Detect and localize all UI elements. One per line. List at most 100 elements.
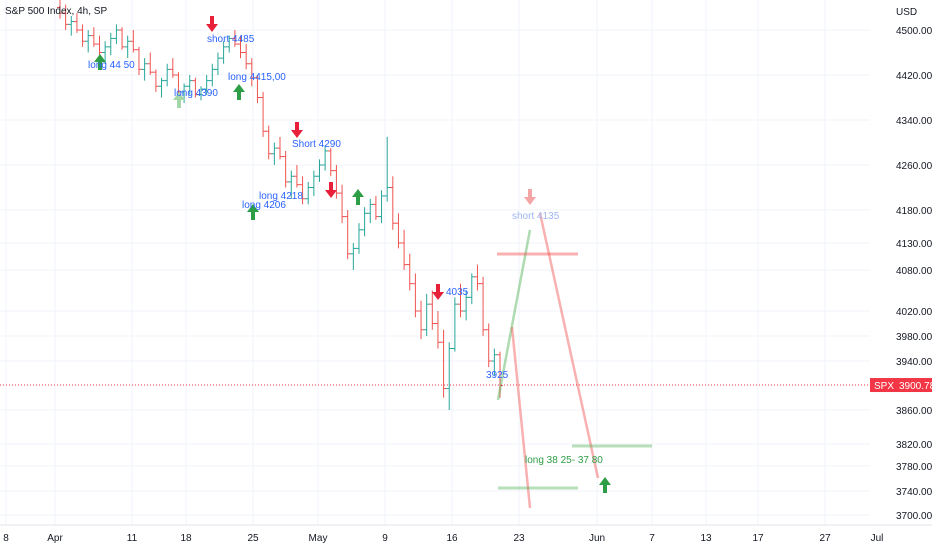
annotation-label: short 4135 [512,211,560,222]
ohlc-bar [203,75,210,95]
ohlc-bar [237,35,244,59]
time-tick-label: 27 [819,533,831,544]
ohlc-bar [231,30,238,47]
ohlc-bar [271,142,278,165]
ohlc-bar [463,290,470,321]
price-tick-label: 4340.00 [896,116,932,127]
projection-down-leg[interactable] [538,212,600,479]
ohlc-bar [401,229,408,270]
ohlc-bar [73,13,80,33]
annotation-label: 3925 [486,370,509,381]
ohlc-bar [164,63,171,87]
ohlc-bar [451,297,458,352]
ohlc-bar [248,58,255,87]
price-scale[interactable]: 4500.00 4420.00 4340.00 4260.00 4180.00 4130.… [896,26,932,522]
ohlc-bar [293,165,300,188]
ohlc-bar [90,27,97,47]
annotation-label: long 4390 [174,88,218,99]
signal-arrows [94,16,611,493]
ohlc-bar [113,24,120,45]
ohlc-bar [254,75,261,104]
ohlc-bar [62,4,69,30]
price-tick-label: 3860.00 [896,406,932,417]
ohlc-bar [243,44,250,70]
time-tick-label: 13 [700,533,712,544]
ohlc-bar [395,213,402,249]
ohlc-bar [85,30,92,53]
annotation-label: long 38 25- 37 80 [525,455,603,466]
ohlc-bar [491,348,498,377]
arrow-down-icon [432,284,444,300]
arrow-down-icon [524,189,536,205]
time-tick-label: 25 [247,533,259,544]
price-tick-label: 3740.00 [896,487,932,498]
ohlc-bar [457,283,464,318]
time-tick-label: 18 [180,533,192,544]
ohlc-bar [299,176,306,205]
price-tick-label: 4420.00 [896,71,932,82]
ohlc-bar [124,35,131,59]
price-tick-label: 4180.00 [896,206,932,217]
time-scale[interactable]: 8 Apr 11 18 25 May 9 16 23 Jun 7 13 17 27 Jul [3,533,883,544]
last-price-badge: SPX 3900.78 [870,378,932,393]
ohlc-bar [209,63,216,87]
ohlc-bar [316,159,323,182]
time-tick-label: 17 [752,533,764,544]
ohlc-bar [260,91,267,137]
ohlc-bar [214,52,221,75]
ohlc-bar [434,311,441,349]
ohlc-bar [107,32,114,56]
ohlc-bar [372,195,379,220]
price-tick-label: 4260.00 [896,161,932,172]
ohlc-bar [226,35,233,53]
badge-symbol: SPX [874,381,894,392]
ohlc-bar [130,30,137,53]
ohlc-bar [361,207,368,237]
arrow-up-icon [352,189,364,205]
price-scale-bg[interactable] [870,0,932,525]
price-tick-label: 4500.00 [896,26,932,37]
ohlc-bar [344,210,351,260]
ohlc-bar [277,136,283,160]
arrow-up-icon [599,477,611,493]
annotation-label: long 4415,00 [228,72,286,83]
price-tick-label: 3700.00 [896,511,932,522]
ohlc-bar [198,86,205,101]
chart-title: S&P 500 Index, 4h, SP [5,6,107,17]
ohlc-bar [367,198,374,224]
ohlc-bar [423,293,430,336]
drawing-layer[interactable] [496,212,652,509]
ohlc-bar [265,125,272,160]
ohlc-bar [446,342,453,410]
time-tick-label: Apr [47,533,63,544]
ohlc-bar [310,170,317,196]
ohlc-bar [169,58,176,78]
annotation-labels: short 4485 long 44 50 long 4390 long 4415,0… [88,34,603,466]
price-tick-label: 4020.00 [896,307,932,318]
ohlc-bar [288,170,295,199]
time-tick-label: 23 [513,533,525,544]
time-scale-bg[interactable] [0,526,932,550]
annotation-label: 4035 [446,287,469,298]
ohlc-bar [220,41,227,64]
arrow-up-icon [247,204,259,220]
arrow-up-icon [233,84,245,100]
annotation-label: short 4485 [207,34,255,45]
ohlc-bar [57,0,63,19]
ohlc-bar [68,15,75,36]
badge-price: 3900.78 [899,381,932,392]
time-tick-label: Jul [871,533,884,544]
projection-alt-leg[interactable] [510,326,532,509]
time-tick-label: 9 [382,533,388,544]
ohlc-bar [141,58,148,81]
ohlc-bar [412,273,419,318]
ohlc-bar [192,77,199,98]
projection-up-leg[interactable] [496,229,532,401]
ohlc-bar [186,75,193,95]
ohlc-bar [119,27,126,50]
ohlc-bar [406,253,413,291]
price-tick-label: 3780.00 [896,462,932,473]
ohlc-bar [147,52,154,75]
time-tick-label: May [309,533,328,544]
